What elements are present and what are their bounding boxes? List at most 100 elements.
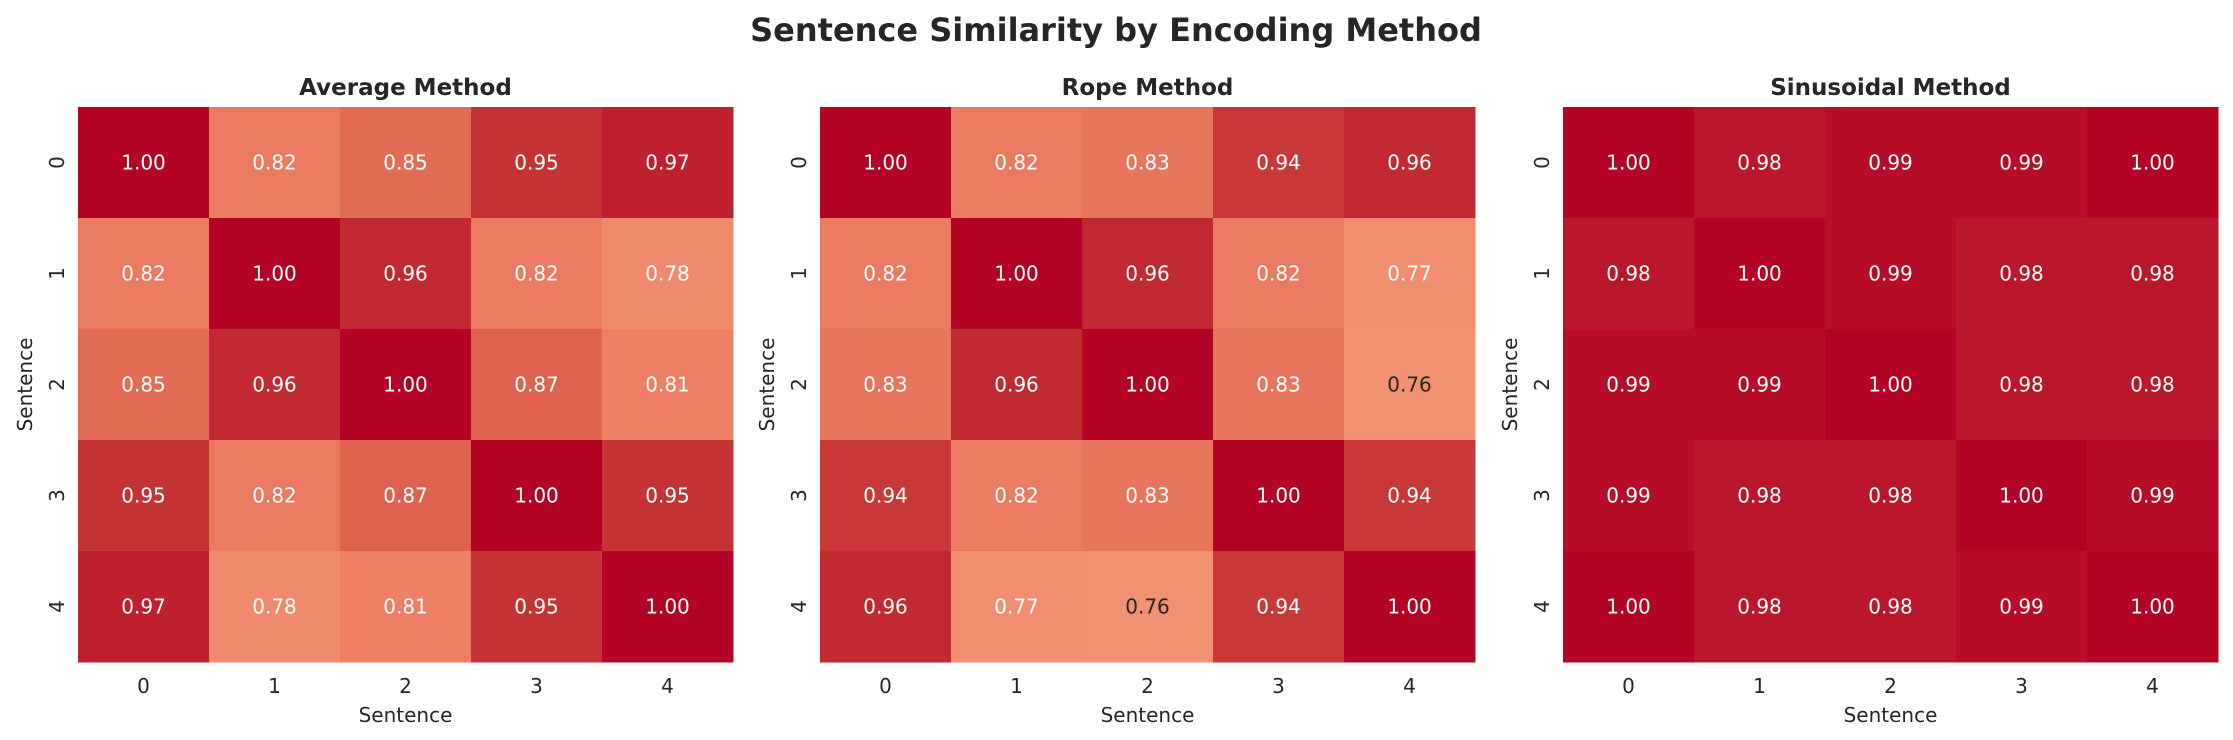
cell-value: 0.99	[1999, 595, 2044, 619]
heatmap-cell	[2087, 107, 2219, 219]
heatmap-cell	[1082, 107, 1214, 219]
heatmap-cell	[1563, 440, 1695, 552]
heatmap-cell	[1082, 440, 1214, 552]
heatmap-cell	[471, 440, 603, 552]
heatmap-cell	[2087, 440, 2219, 552]
x-tick-label: 3	[1272, 674, 1285, 698]
cell-value: 0.95	[645, 484, 690, 508]
y-tick-label: 4	[1530, 600, 1554, 613]
heatmap-cell	[1956, 107, 2088, 219]
cell-value: 0.78	[252, 595, 297, 619]
x-tick-label: 0	[137, 674, 150, 698]
cell-value: 0.82	[514, 262, 559, 286]
cell-value: 0.95	[514, 151, 559, 175]
heatmap-cell	[78, 107, 210, 219]
cell-value: 0.83	[1125, 484, 1170, 508]
cell-value: 0.82	[252, 151, 297, 175]
y-axis-label: Sentence	[755, 338, 779, 432]
y-tick-label: 0	[45, 156, 69, 169]
heatmap-cell	[209, 551, 341, 663]
cell-value: 0.83	[1256, 373, 1301, 397]
heatmap-cell	[209, 107, 341, 219]
heatmap-cell	[1344, 440, 1476, 552]
cell-value: 1.00	[1387, 595, 1432, 619]
cell-value: 0.99	[2130, 484, 2175, 508]
cell-value: 0.83	[1125, 151, 1170, 175]
cell-value: 0.94	[1256, 151, 1301, 175]
heatmap-cell	[1563, 551, 1695, 663]
cell-value: 0.95	[121, 484, 166, 508]
heatmap-cell	[1563, 218, 1695, 330]
heatmap-cell	[209, 440, 341, 552]
cell-value: 0.82	[121, 262, 166, 286]
cell-value: 1.00	[1256, 484, 1301, 508]
heatmap-cell	[78, 329, 210, 441]
y-tick-label: 3	[787, 489, 811, 502]
cell-value: 0.87	[383, 484, 428, 508]
cell-value: 1.00	[1606, 151, 1651, 175]
cell-value: 0.82	[252, 484, 297, 508]
y-tick-label: 2	[787, 378, 811, 391]
heatmap-cell	[1213, 329, 1345, 441]
cell-value: 0.98	[1737, 151, 1782, 175]
heatmap-cell	[1825, 440, 1957, 552]
heatmap-cell	[1082, 551, 1214, 663]
y-tick-label: 4	[45, 600, 69, 613]
heatmap-cell	[340, 107, 472, 219]
cell-value: 1.00	[645, 595, 690, 619]
heatmap-cell	[209, 218, 341, 330]
cell-value: 0.94	[1387, 484, 1432, 508]
cell-value: 0.83	[863, 373, 908, 397]
cell-value: 0.98	[2130, 373, 2175, 397]
cell-value: 0.81	[645, 373, 690, 397]
cell-value: 0.96	[1387, 151, 1432, 175]
x-tick-label: 2	[1141, 674, 1154, 698]
heatmap-cell	[820, 218, 952, 330]
heatmap-cell	[1082, 329, 1214, 441]
cell-value: 1.00	[1737, 262, 1782, 286]
cell-value: 1.00	[514, 484, 559, 508]
cell-value: 1.00	[994, 262, 1039, 286]
heatmap-cell	[820, 551, 952, 663]
x-tick-label: 0	[879, 674, 892, 698]
heatmap-cell	[602, 107, 734, 219]
panel-title: Rope Method	[1062, 75, 1234, 101]
panel-title: Sinusoidal Method	[1770, 75, 2011, 101]
heatmap-cell	[340, 551, 472, 663]
cell-value: 0.99	[1606, 484, 1651, 508]
x-axis-label: Sentence	[1101, 703, 1195, 727]
heatmap-cell	[1563, 329, 1695, 441]
cell-value: 0.97	[121, 595, 166, 619]
heatmap-cell	[820, 107, 952, 219]
cell-value: 0.76	[1387, 373, 1432, 397]
cell-value: 0.98	[1737, 484, 1782, 508]
y-tick-label: 3	[1530, 489, 1554, 502]
cell-value: 0.98	[1868, 484, 1913, 508]
cell-value: 0.99	[1868, 151, 1913, 175]
cell-value: 0.96	[863, 595, 908, 619]
figure-title: Sentence Similarity by Encoding Method	[750, 11, 1482, 49]
cell-value: 0.94	[1256, 595, 1301, 619]
heatmap-cell	[1956, 551, 2088, 663]
heatmap-cell	[1344, 551, 1476, 663]
heatmap-cell	[602, 440, 734, 552]
cell-value: 0.82	[994, 484, 1039, 508]
heatmap-cell	[1825, 551, 1957, 663]
x-tick-label: 4	[2146, 674, 2159, 698]
heatmap-cell	[78, 551, 210, 663]
x-tick-label: 1	[268, 674, 281, 698]
cell-value: 0.82	[994, 151, 1039, 175]
cell-value: 0.78	[645, 262, 690, 286]
heatmap-cell	[951, 218, 1083, 330]
heatmap-cell	[1344, 107, 1476, 219]
heatmap-cell	[1213, 440, 1345, 552]
heatmap-cell	[1956, 329, 2088, 441]
cell-value: 0.98	[1606, 262, 1651, 286]
cell-value: 0.99	[1999, 151, 2044, 175]
x-tick-label: 3	[530, 674, 543, 698]
heatmap-cell	[1694, 440, 1826, 552]
heatmap-cell	[471, 329, 603, 441]
y-tick-label: 1	[787, 267, 811, 280]
cell-value: 1.00	[252, 262, 297, 286]
y-tick-label: 2	[45, 378, 69, 391]
